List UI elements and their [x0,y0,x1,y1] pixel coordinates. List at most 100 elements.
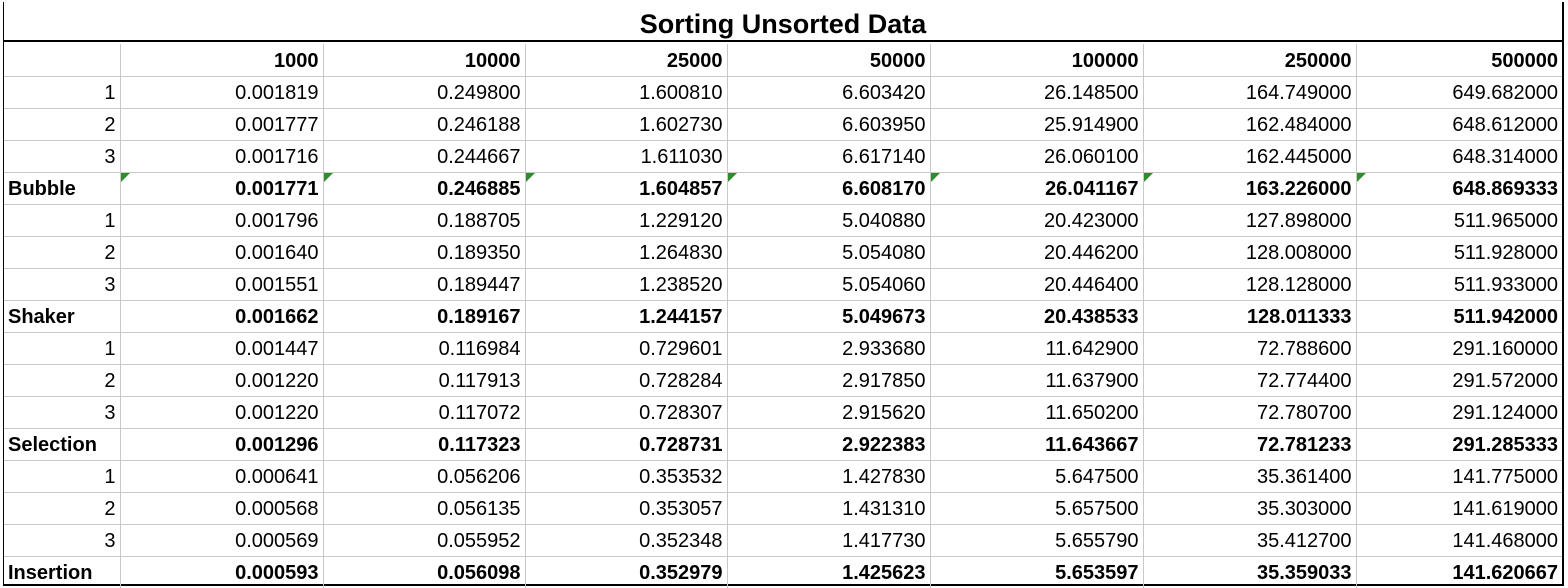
value-cell[interactable]: 128.128000 [1143,268,1357,301]
value-cell[interactable]: 0.056135 [323,492,526,525]
value-cell[interactable]: 26.060100 [930,140,1144,173]
value-cell[interactable]: 511.933000 [1356,268,1562,301]
value-cell[interactable]: 0.055952 [323,524,526,557]
column-header[interactable]: 500000 [1356,44,1562,77]
value-cell[interactable]: 72.788600 [1143,332,1357,365]
value-cell[interactable]: 0.728284 [525,364,728,397]
value-cell[interactable]: 6.603950 [727,108,931,141]
value-cell[interactable]: 0.246188 [323,108,526,141]
average-value-cell[interactable]: 11.643667 [930,428,1144,461]
value-cell[interactable]: 0.001220 [120,364,324,397]
value-cell[interactable]: 291.124000 [1356,396,1562,429]
average-value-cell[interactable]: 72.781233 [1143,428,1357,461]
algorithm-label-cell[interactable]: Selection [4,428,121,461]
average-value-cell[interactable]: 141.620667 [1356,556,1562,588]
value-cell[interactable]: 141.775000 [1356,460,1562,493]
run-label-cell[interactable]: 1 [4,204,121,237]
average-value-cell[interactable]: 2.922383 [727,428,931,461]
average-value-cell[interactable]: 128.011333 [1143,300,1357,333]
average-value-cell[interactable]: 20.438533 [930,300,1144,333]
value-cell[interactable]: 0.189447 [323,268,526,301]
value-cell[interactable]: 1.427830 [727,460,931,493]
value-cell[interactable]: 25.914900 [930,108,1144,141]
average-value-cell[interactable]: 0.001662 [120,300,324,333]
average-value-cell[interactable]: 648.869333 [1356,172,1562,205]
value-cell[interactable]: 648.612000 [1356,108,1562,141]
run-label-cell[interactable]: 3 [4,524,121,557]
value-cell[interactable]: 0.001447 [120,332,324,365]
formula-warning-flag-icon[interactable] [120,172,130,182]
value-cell[interactable]: 162.484000 [1143,108,1357,141]
value-cell[interactable]: 0.001220 [120,396,324,429]
value-cell[interactable]: 11.650200 [930,396,1144,429]
value-cell[interactable]: 0.001716 [120,140,324,173]
average-value-cell[interactable]: 5.049673 [727,300,931,333]
value-cell[interactable]: 164.749000 [1143,76,1357,109]
value-cell[interactable]: 511.928000 [1356,236,1562,269]
run-label-cell[interactable]: 3 [4,268,121,301]
value-cell[interactable]: 1.431310 [727,492,931,525]
average-value-cell[interactable]: 0.246885 [323,172,526,205]
value-cell[interactable]: 5.657500 [930,492,1144,525]
run-label-cell[interactable]: 2 [4,108,121,141]
value-cell[interactable]: 0.001796 [120,204,324,237]
value-cell[interactable]: 0.249800 [323,76,526,109]
value-cell[interactable]: 20.446400 [930,268,1144,301]
run-label-cell[interactable]: 3 [4,140,121,173]
average-value-cell[interactable]: 0.056098 [323,556,526,588]
algorithm-label-cell[interactable]: Shaker [4,300,121,333]
run-label-cell[interactable]: 1 [4,332,121,365]
value-cell[interactable]: 1.417730 [727,524,931,557]
value-cell[interactable]: 0.353532 [525,460,728,493]
formula-warning-flag-icon[interactable] [727,172,737,182]
run-label-cell[interactable]: 1 [4,460,121,493]
value-cell[interactable]: 127.898000 [1143,204,1357,237]
value-cell[interactable]: 0.117913 [323,364,526,397]
algorithm-label-cell[interactable]: Insertion [4,556,121,588]
value-cell[interactable]: 1.611030 [525,140,728,173]
value-cell[interactable]: 0.000569 [120,524,324,557]
formula-warning-flag-icon[interactable] [1143,172,1153,182]
value-cell[interactable]: 0.001551 [120,268,324,301]
column-header[interactable]: 50000 [727,44,931,77]
table-title[interactable]: Sorting Unsorted Data [4,2,1562,42]
value-cell[interactable]: 0.352348 [525,524,728,557]
value-cell[interactable]: 0.116984 [323,332,526,365]
average-value-cell[interactable]: 0.117323 [323,428,526,461]
value-cell[interactable]: 2.917850 [727,364,931,397]
average-value-cell[interactable]: 0.189167 [323,300,526,333]
formula-warning-flag-icon[interactable] [323,172,333,182]
formula-warning-flag-icon[interactable] [1356,172,1366,182]
average-value-cell[interactable]: 5.653597 [930,556,1144,588]
value-cell[interactable]: 0.188705 [323,204,526,237]
value-cell[interactable]: 2.915620 [727,396,931,429]
value-cell[interactable]: 0.000641 [120,460,324,493]
column-header[interactable]: 10000 [323,44,526,77]
value-cell[interactable]: 72.780700 [1143,396,1357,429]
value-cell[interactable]: 35.303000 [1143,492,1357,525]
column-header[interactable]: 250000 [1143,44,1357,77]
value-cell[interactable]: 0.056206 [323,460,526,493]
run-label-cell[interactable]: 2 [4,492,121,525]
average-value-cell[interactable]: 1.425623 [727,556,931,588]
value-cell[interactable]: 141.468000 [1356,524,1562,557]
column-header[interactable]: 25000 [525,44,728,77]
value-cell[interactable]: 0.244667 [323,140,526,173]
value-cell[interactable]: 291.572000 [1356,364,1562,397]
average-value-cell[interactable]: 511.942000 [1356,300,1562,333]
value-cell[interactable]: 35.361400 [1143,460,1357,493]
column-header[interactable]: 100000 [930,44,1144,77]
value-cell[interactable]: 1.602730 [525,108,728,141]
value-cell[interactable]: 1.600810 [525,76,728,109]
value-cell[interactable]: 5.040880 [727,204,931,237]
average-value-cell[interactable]: 35.359033 [1143,556,1357,588]
average-value-cell[interactable]: 0.352979 [525,556,728,588]
value-cell[interactable]: 5.054060 [727,268,931,301]
average-value-cell[interactable]: 26.041167 [930,172,1144,205]
value-cell[interactable]: 26.148500 [930,76,1144,109]
value-cell[interactable]: 5.054080 [727,236,931,269]
value-cell[interactable]: 1.238520 [525,268,728,301]
value-cell[interactable]: 0.728307 [525,396,728,429]
average-value-cell[interactable]: 0.001771 [120,172,324,205]
value-cell[interactable]: 6.617140 [727,140,931,173]
